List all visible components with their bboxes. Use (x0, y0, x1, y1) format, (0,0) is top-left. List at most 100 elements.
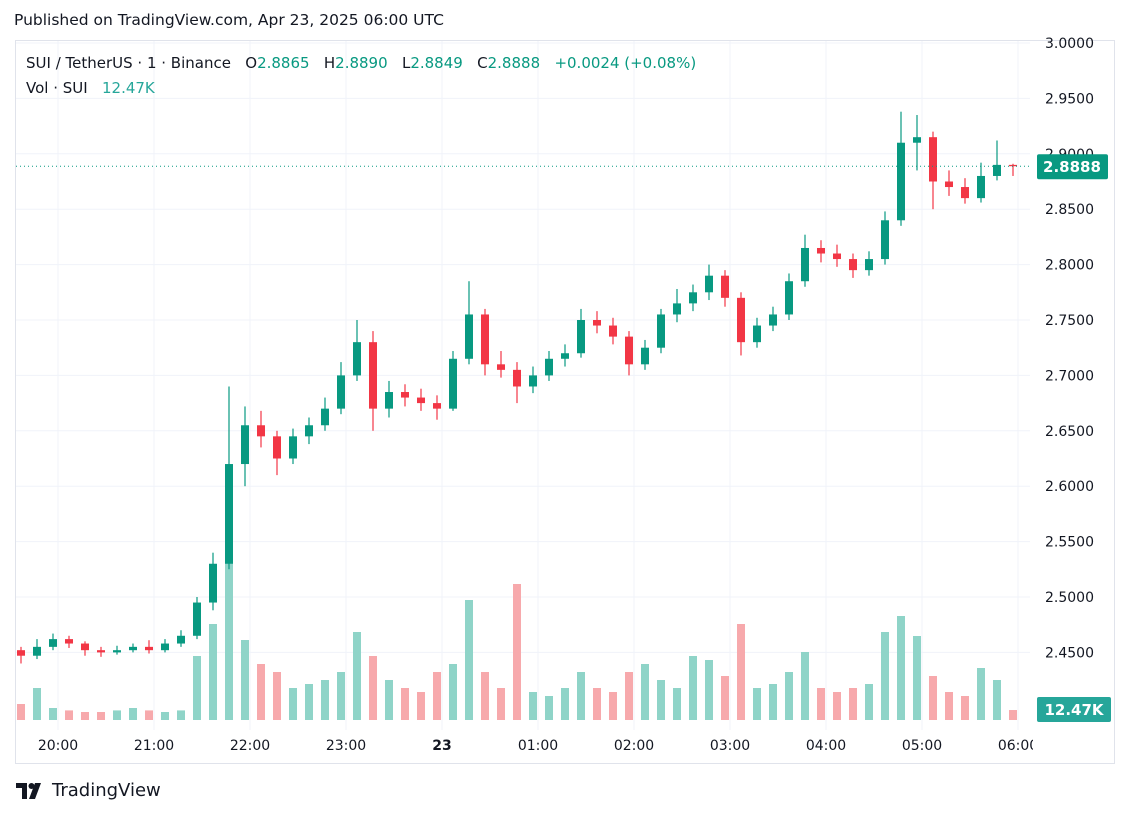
volume-bar (657, 680, 665, 720)
volume-bar (945, 692, 953, 720)
volume-bar (673, 688, 681, 720)
volume-bar (769, 684, 777, 720)
candle-body (961, 187, 969, 199)
price-tick-label: 2.9500 (1045, 91, 1094, 107)
tradingview-logo-icon (16, 782, 41, 799)
time-tick-label: 06:00 (998, 738, 1038, 754)
candle-body (513, 369, 521, 387)
candle-body (657, 314, 665, 348)
candle-body (833, 253, 841, 260)
volume-bar (273, 672, 281, 720)
candle-body (609, 325, 617, 337)
volume-bar (49, 708, 57, 720)
volume-bar (545, 696, 553, 720)
volume-bar (225, 552, 233, 720)
volume-bar (305, 684, 313, 720)
volume-bar (449, 664, 457, 720)
volume-bar (833, 692, 841, 720)
volume-bar (721, 676, 729, 720)
legend-open: 2.8865 (257, 54, 310, 72)
volume-bar (993, 680, 1001, 720)
candle-body (257, 425, 265, 437)
volume-bar (97, 712, 105, 720)
price-tick-label: 2.5000 (1045, 590, 1094, 606)
legend-low-label: L (401, 54, 411, 72)
volume-bar (129, 708, 137, 720)
candle-body (769, 314, 777, 326)
volume-bar (593, 688, 601, 720)
volume-bar (113, 710, 121, 720)
legend-change: +0.0024 (+0.08%) (554, 54, 697, 72)
time-tick-label: 21:00 (134, 738, 174, 754)
volume-bar (241, 640, 249, 720)
volume-bar (753, 688, 761, 720)
candle-body (401, 392, 409, 398)
footer-brand[interactable]: TradingView (16, 780, 161, 801)
time-tick-label: 01:00 (518, 738, 558, 754)
volume-bar (977, 668, 985, 720)
candle-body (529, 375, 537, 387)
time-tick-label: 20:00 (38, 738, 78, 754)
legend-close-label: C (477, 54, 488, 72)
volume-bar (513, 584, 521, 720)
candle-body (81, 643, 89, 651)
volume-bar (337, 672, 345, 720)
candle-body (433, 403, 441, 409)
volume-bar (689, 656, 697, 720)
candle-body (65, 639, 73, 644)
candle-body (145, 646, 153, 651)
legend-open-label: O (245, 54, 258, 72)
volume-bar (881, 632, 889, 720)
published-caption: Published on TradingView.com, Apr 23, 20… (14, 11, 444, 29)
last-volume-badge (1037, 697, 1111, 722)
price-tick-label: 2.5500 (1045, 535, 1094, 551)
candle-body (737, 297, 745, 343)
candle-body (465, 314, 473, 359)
legend-high-label: H (323, 54, 336, 72)
candle-body (241, 425, 249, 465)
candle-body (689, 292, 697, 304)
volume-bar (849, 688, 857, 720)
time-tick-label: 05:00 (902, 738, 942, 754)
candle-body (193, 602, 201, 636)
candles (17, 111, 1017, 664)
legend-high: 2.8890 (335, 54, 388, 72)
volume-bar (433, 672, 441, 720)
candle-body (49, 639, 57, 647)
volume-bar (257, 664, 265, 720)
volume-bar (417, 692, 425, 720)
legend-symbol[interactable]: SUI / TetherUS · 1 · Binance (26, 54, 231, 72)
volume-bar (81, 712, 89, 720)
volume-bar (17, 704, 25, 720)
candle-body (337, 375, 345, 409)
price-tick-label: 2.8000 (1045, 258, 1094, 274)
volume-bar (289, 688, 297, 720)
volume-bar (961, 696, 969, 720)
volume-bar (785, 672, 793, 720)
candle-body (929, 137, 937, 182)
candle-body (449, 358, 457, 409)
price-tick-label: 2.8500 (1045, 202, 1094, 218)
candle-body (849, 259, 857, 271)
candle-body (113, 650, 121, 653)
time-tick-label: 03:00 (710, 738, 750, 754)
candle-body (161, 643, 169, 651)
volume-bar (497, 688, 505, 720)
candle-body (369, 342, 377, 409)
candle-body (865, 259, 873, 271)
volume-bar (465, 600, 473, 720)
candle-body (801, 247, 809, 282)
volume-bar (913, 636, 921, 720)
volume-bar (929, 676, 937, 720)
legend-volume-label[interactable]: Vol · SUI (26, 79, 88, 97)
volume-bar (705, 660, 713, 720)
candle-body (897, 142, 905, 221)
last-price-badge (1037, 154, 1108, 180)
price-tick-label: 2.4500 (1045, 645, 1094, 661)
volume-bar (865, 684, 873, 720)
volume-bar (177, 710, 185, 720)
volume-bar (737, 624, 745, 720)
candle-body (673, 303, 681, 315)
legend-ohlc: SUI / TetherUS · 1 · Binance O2.8865 H2.… (26, 54, 696, 72)
